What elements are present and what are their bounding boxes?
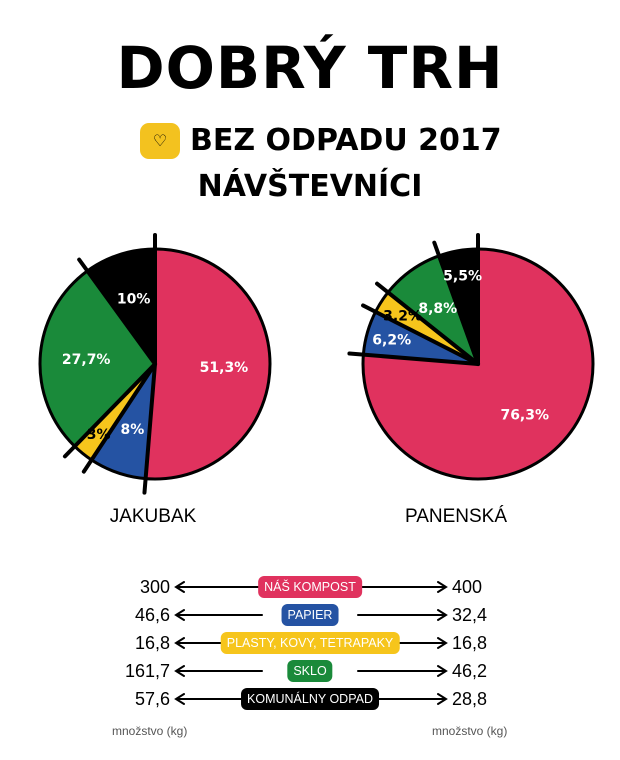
pie-outline [361, 247, 595, 481]
legend-category-badge: PLASTY, KOVY, TETRAPAKY [220, 632, 400, 654]
legend-value-left: 46,6 [134, 605, 170, 625]
legend-row: 300 NÁŠ KOMPOST 400 [0, 574, 620, 600]
pie-charts: 51,3% 8% 3% 27,7% 10% 76,3% 6,2% 3,2%8,8% 5,5% [38, 233, 595, 495]
pie-divider [347, 351, 480, 366]
pie-slice [40, 270, 156, 447]
pie-title-panenska: PANENSKÁ [404, 506, 508, 527]
legend-value-right: 400 [452, 577, 483, 597]
page-subtitle-2: NÁVŠTEVNÍCI [197, 169, 423, 204]
pie-divider [375, 281, 480, 366]
pie-slice [91, 364, 155, 479]
legend-arrows [174, 581, 448, 593]
pie-divider [81, 362, 157, 474]
pie-data-label: 51,3% [200, 360, 249, 376]
legend-category-badge: PAPIER [281, 604, 339, 626]
pie-data-label: 8% [121, 422, 145, 438]
legend-value-right: 28,8 [452, 689, 488, 709]
pie-divider [361, 303, 480, 366]
pie-data-label: 10% [117, 291, 151, 307]
legend-value-left: 16,8 [134, 633, 170, 653]
page-title: DOBRÝ TRH [116, 34, 504, 102]
legend-value-left: 300 [139, 577, 170, 597]
legend-value-right: 46,2 [452, 661, 488, 681]
pie-title-jakubak: JAKUBAK [109, 506, 197, 527]
legend-value-left: 161,7 [124, 661, 170, 681]
legend-category-badge: SKLO [287, 660, 333, 682]
legend-arrows [174, 609, 448, 621]
legend-row: 161,7 SKLO 46,2 [0, 658, 620, 684]
legend-arrows [174, 665, 448, 677]
legend-value-right: 16,8 [452, 633, 488, 653]
pie-outline [38, 247, 272, 481]
pie-divider [142, 362, 157, 495]
pie-divider [432, 240, 480, 366]
pie-data-label: 6,2% [372, 333, 411, 349]
pie-slice [388, 255, 478, 364]
unit-label-left: množstvo (kg) [112, 724, 188, 738]
legend-row: 46,6 PAPIER 32,4 [0, 602, 620, 628]
pie-divider [77, 257, 157, 366]
pie-data-label: 27,7% [62, 352, 111, 368]
pie-data-label: 76,3% [500, 408, 549, 424]
recycling-logo-icon: ♡ [140, 123, 180, 159]
pie-divider [62, 362, 157, 459]
pie-data-label: 8,8% [418, 301, 457, 317]
page-subtitle: BEZ ODPADU 2017 [190, 123, 502, 158]
pie-data-label: 3% [87, 427, 111, 443]
legend-value-left: 57,6 [134, 689, 170, 709]
legend-row: 57,6 KOMUNÁLNY ODPAD 28,8 [0, 686, 620, 712]
pie-data-label: 5,5% [443, 269, 482, 285]
legend-category-badge: KOMUNÁLNY ODPAD [241, 688, 379, 710]
legend-category-badge: NÁŠ KOMPOST [258, 576, 362, 598]
pie-slice [87, 249, 155, 364]
legend-row: 16,8 PLASTY, KOVY, TETRAPAKY 16,8 [0, 630, 620, 656]
pie-data-label: 3,2% [383, 308, 422, 324]
pie-slice [145, 249, 271, 479]
unit-label-right: množstvo (kg) [432, 724, 508, 738]
legend-arrows [174, 637, 448, 649]
legend-value-right: 32,4 [452, 605, 488, 625]
pie-slice [74, 364, 155, 460]
